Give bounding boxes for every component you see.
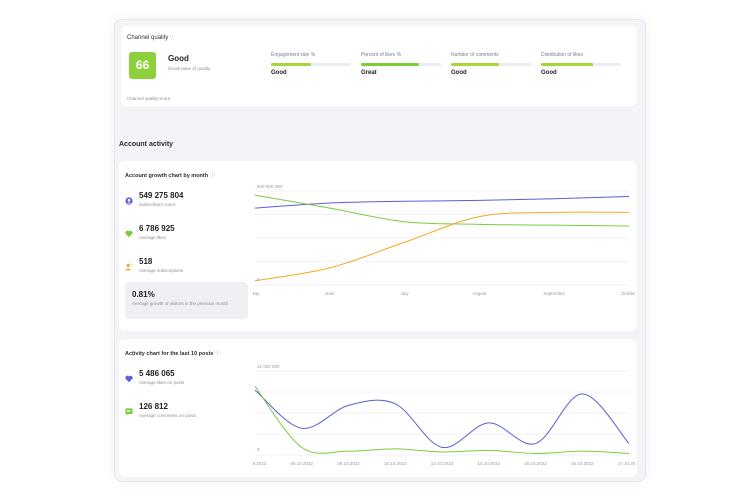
metric-value: Good <box>271 70 287 76</box>
x-tick-label: 12.10.2022 <box>431 461 454 466</box>
series-line <box>254 194 630 227</box>
x-tick-label: May <box>253 291 260 296</box>
activity-line-chart: 12 000 000 0 29.09.2022 06.10.2022 08.10.202… <box>253 364 635 466</box>
channel-quality-card: Channel quality ⓘ 66 Good Good value of … <box>121 26 637 106</box>
channel-quality-title: Channel quality ⓘ <box>127 35 176 41</box>
y-axis-top-label: 500 000 000 <box>257 185 283 189</box>
stat-value: 549 275 804 <box>139 191 184 200</box>
stat-label: Average likes <box>139 235 166 240</box>
stat-value: 126 812 <box>139 402 168 411</box>
x-tick-label: August <box>472 291 487 296</box>
growth-box: 0.81% Average growth of visitors in the … <box>125 282 248 319</box>
x-tick-label: June <box>325 291 335 296</box>
metric-value: Great <box>361 70 377 76</box>
growth-chart-card: Account growth chart by month ⓘ 549 275 … <box>119 161 637 331</box>
quality-metric: Percent of likes % Great <box>361 52 441 76</box>
quality-metric: Number of comments Good <box>451 52 531 76</box>
x-tick-label: 08.10.2022 <box>337 461 360 466</box>
person-add-icon <box>125 258 133 276</box>
x-tick-label: 16.10.2022 <box>571 461 594 466</box>
stat-value: 6 786 925 <box>139 224 175 233</box>
metric-label: Number of comments <box>451 52 499 58</box>
activity-chart-title: Activity chart for the last 10 posts ⓘ <box>125 351 221 357</box>
app-frame: Channel quality ⓘ 66 Good Good value of … <box>114 19 646 482</box>
info-icon[interactable]: ⓘ <box>214 351 221 357</box>
user-circle-icon <box>125 192 133 210</box>
series-line <box>254 389 630 448</box>
metric-bar-fill <box>361 63 419 66</box>
growth-box-label: Average growth of visitors in the previo… <box>132 301 228 306</box>
metric-value: Good <box>451 70 467 76</box>
comment-icon <box>125 403 133 421</box>
quality-metric: Distribution of likes Good <box>541 52 621 76</box>
metric-bar-track <box>541 63 621 66</box>
activity-chart-card: Activity chart for the last 10 posts ⓘ 5… <box>119 339 637 477</box>
y-axis-top-label: 12 000 000 <box>257 364 280 369</box>
x-tick-label: 29.09.2022 <box>253 461 267 466</box>
series-line <box>254 196 630 209</box>
metric-value: Good <box>541 70 557 76</box>
metric-bar-track <box>361 63 441 66</box>
x-tick-label: 06.10.2022 <box>290 461 313 466</box>
stat-label: Average likes on posts <box>139 380 185 385</box>
x-tick-label: 15.10.2022 <box>524 461 547 466</box>
x-tick-label: 10.10.2022 <box>384 461 407 466</box>
growth-chart-title: Account growth chart by month ⓘ <box>125 173 216 179</box>
growth-box-value: 0.81% <box>132 290 155 299</box>
x-tick-label: October <box>621 291 635 296</box>
heart-icon <box>125 370 133 388</box>
x-tick-label: 14.10.2022 <box>477 461 500 466</box>
score-rating: Good <box>168 54 189 63</box>
metric-bar-track <box>271 63 351 66</box>
x-tick-label: July <box>401 291 410 296</box>
stat-label: Average subscriptions <box>139 268 184 273</box>
stat-value: 5 486 065 <box>139 369 175 378</box>
growth-line-chart: 500 000 000 0 May June July August September Oc… <box>253 185 635 296</box>
metric-label: Percent of likes % <box>361 52 402 58</box>
metric-bar-track <box>451 63 531 66</box>
score-description: Good value of quality <box>168 66 211 71</box>
x-tick-label: 17.10.2022 <box>618 461 635 466</box>
quality-metric: Engagement rate % Good <box>271 52 351 76</box>
stat-label: Subscribers count <box>139 202 176 207</box>
metric-bar-fill <box>541 63 593 66</box>
x-tick-label: September <box>543 291 566 296</box>
quality-footnote: Channel quality score <box>127 96 171 101</box>
metric-label: Engagement rate % <box>271 52 316 58</box>
metric-label: Distribution of likes <box>541 52 583 58</box>
series-line <box>254 211 630 282</box>
stat-label: Average comments on posts <box>139 413 196 418</box>
y-axis-bottom-label: 0 <box>257 277 260 282</box>
stat-value: 518 <box>139 257 153 266</box>
heart-icon <box>125 225 133 243</box>
metric-bar-fill <box>451 63 499 66</box>
series-line <box>254 385 630 454</box>
metric-bar-fill <box>271 63 311 66</box>
y-axis-bottom-label: 0 <box>257 447 260 452</box>
info-icon[interactable]: ⓘ <box>209 173 216 179</box>
info-icon[interactable]: ⓘ <box>170 35 176 41</box>
account-activity-heading: Account activity <box>119 141 174 148</box>
score-badge: 66 <box>129 52 156 79</box>
